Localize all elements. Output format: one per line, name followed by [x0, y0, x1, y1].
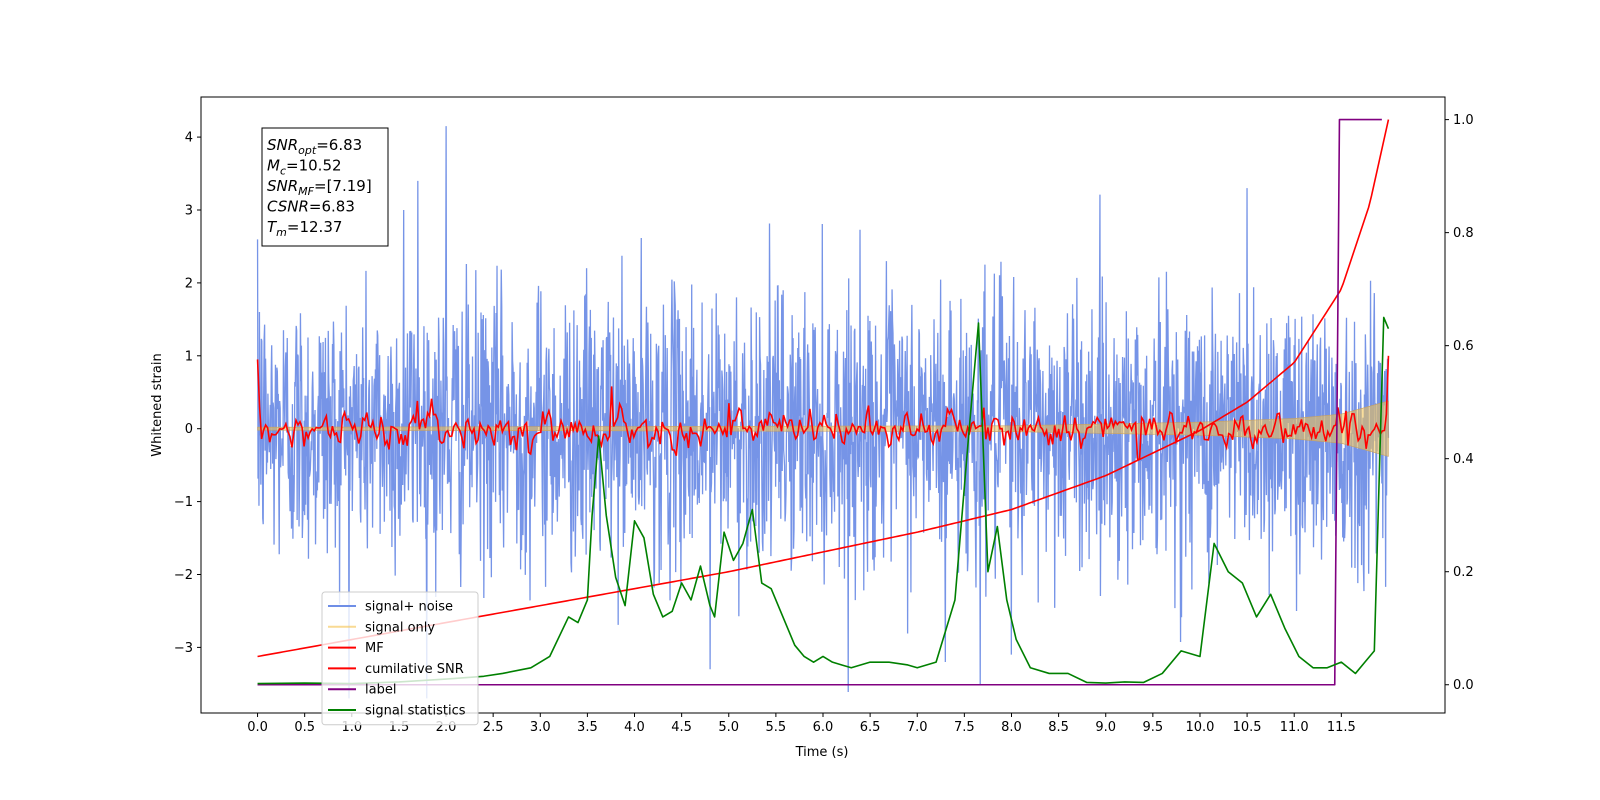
- y-tick-label: 0: [185, 422, 193, 437]
- x-tick-label: 6.5: [860, 720, 881, 735]
- y2-tick-label: 0.2: [1453, 565, 1474, 580]
- x-tick-label: 7.0: [907, 720, 928, 735]
- x-tick-label: 10.5: [1233, 720, 1262, 735]
- y-tick-label: −3: [174, 641, 193, 656]
- x-tick-label: 8.0: [1001, 720, 1022, 735]
- series-label: [257, 118, 1382, 686]
- x-tick-label: 8.5: [1048, 720, 1069, 735]
- x-tick-label: 3.5: [577, 720, 598, 735]
- x-tick-label: 9.5: [1143, 720, 1164, 735]
- legend-entry-label: MF: [365, 641, 384, 656]
- x-tick-label: 3.0: [530, 720, 551, 735]
- legend-frame: [321, 591, 479, 726]
- legend-entry-label: label: [365, 683, 396, 698]
- x-tick-label: 4.5: [671, 720, 692, 735]
- y-tick-label: −2: [174, 568, 193, 583]
- annotation-line: SNRopt=6.83: [267, 136, 362, 157]
- x-tick-label: 0.0: [247, 720, 268, 735]
- x-axis-label: Time (s): [795, 745, 849, 760]
- annotation-line: SNRMF=[7.19]: [267, 177, 372, 198]
- y2-tick-label: 0.6: [1453, 339, 1474, 354]
- series-signal-noise: [256, 126, 1390, 699]
- legend-entry-label: signal statistics: [365, 704, 466, 719]
- x-tick-label: 9.0: [1095, 720, 1116, 735]
- y-tick-label: 3: [185, 203, 193, 218]
- x-tick-label: 4.0: [624, 720, 645, 735]
- legend: signal+ noise signal only MF cumilative SNR…: [321, 591, 479, 726]
- y2-tick-label: 0.0: [1453, 678, 1474, 693]
- legend-entry-label: signal only: [365, 620, 435, 635]
- annotation-line: CSNR=6.83: [267, 198, 355, 216]
- series-signal-statistics: [257, 316, 1390, 685]
- x-tick-label: 11.0: [1280, 720, 1309, 735]
- legend-entry-label: cumilative SNR: [365, 662, 464, 677]
- series-mf: [256, 355, 1390, 461]
- x-tick-label: 5.5: [766, 720, 787, 735]
- y-tick-label: 1: [185, 349, 193, 364]
- y2-tick-label: 0.4: [1453, 452, 1474, 467]
- x-tick-label: 5.0: [718, 720, 739, 735]
- legend-entry-label: signal+ noise: [365, 600, 453, 615]
- x-tick-label: 10.0: [1185, 720, 1214, 735]
- y-tick-label: −1: [174, 495, 193, 510]
- annotation-line: Tm=12.37: [267, 218, 342, 239]
- x-tick-label: 2.5: [483, 720, 504, 735]
- y-axis-label: Whitened strain: [150, 353, 165, 456]
- series-signal-only: [257, 400, 1389, 457]
- y2-tick-label: 1.0: [1453, 113, 1474, 128]
- x-tick-label: 6.0: [813, 720, 834, 735]
- y-axis-right: 0.0 0.2 0.4 0.6 0.8 1.0: [1445, 113, 1474, 693]
- y-tick-label: 2: [185, 276, 193, 291]
- annotation-frame: [261, 127, 389, 247]
- x-tick-label: 0.5: [294, 720, 315, 735]
- x-tick-label: 7.5: [954, 720, 975, 735]
- y2-tick-label: 0.8: [1453, 226, 1474, 241]
- x-tick-label: 11.5: [1327, 720, 1356, 735]
- annotation-line: Mc=10.52: [267, 157, 342, 178]
- y-axis-left: −3 −2 −1 0 1 2 3 4: [174, 131, 201, 656]
- y-tick-label: 4: [185, 131, 193, 146]
- stats-annotation-box: SNRopt=6.83Mc=10.52SNRMF=[7.19]CSNR=6.83…: [261, 127, 389, 247]
